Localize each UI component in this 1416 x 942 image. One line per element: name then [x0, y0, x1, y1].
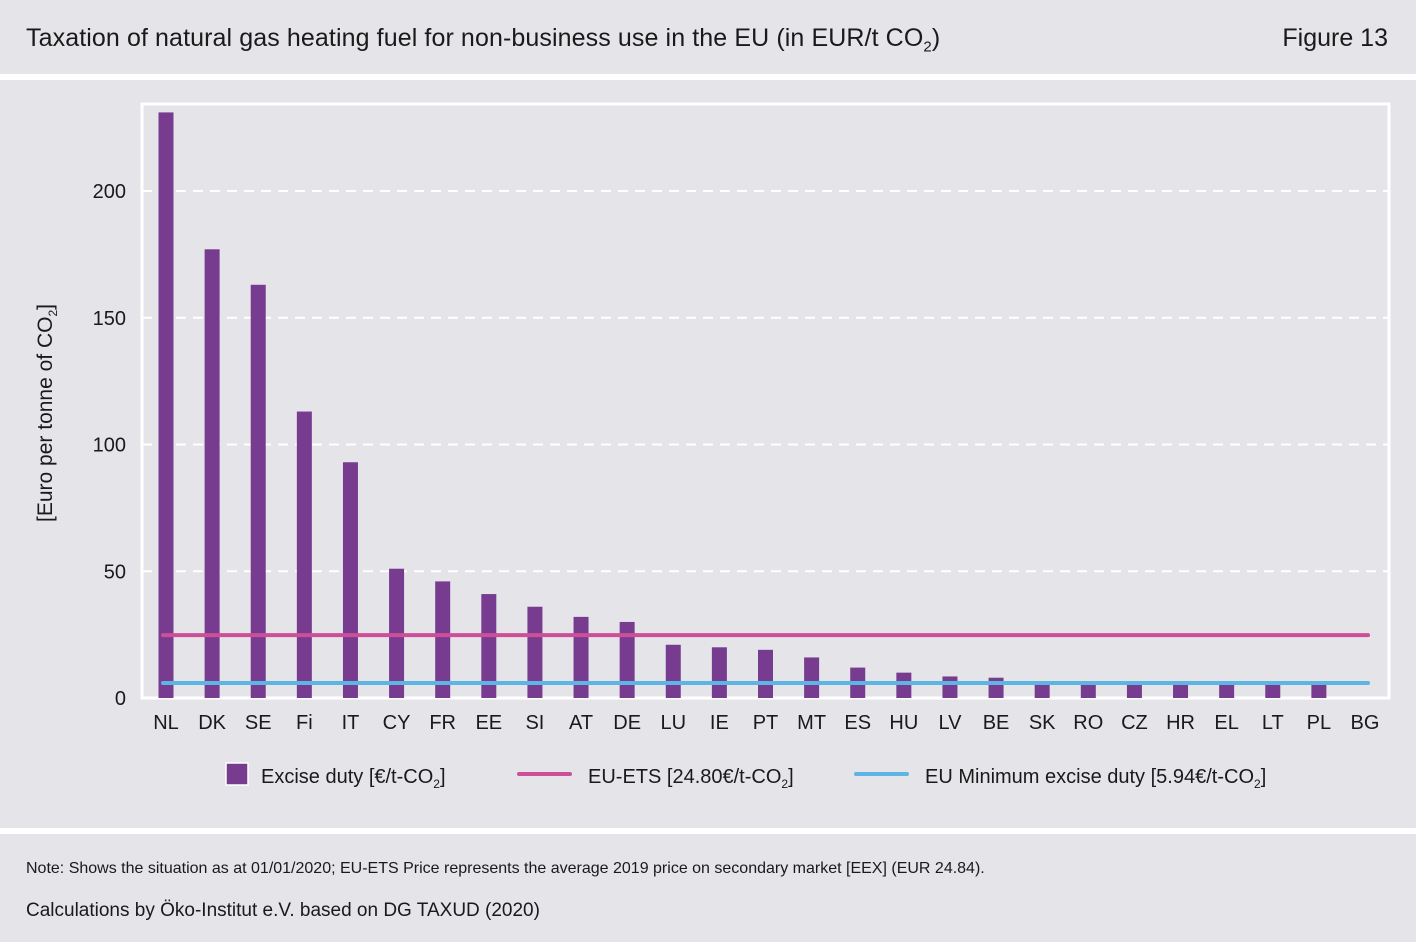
legend-minimum-suffix: ]: [1261, 766, 1267, 788]
x-tick-label: ES: [844, 712, 871, 734]
bar-ie: [711, 647, 727, 698]
footer-band: [0, 834, 1416, 942]
bar-fi: [296, 411, 312, 698]
bar-at: [573, 616, 589, 698]
legend-excise-suffix: ]: [440, 766, 446, 788]
legend-label-minimum: EU Minimum excise duty [5.94€/t-CO2]: [925, 766, 1266, 791]
y-tick-label: 150: [93, 308, 126, 330]
x-tick-label: CZ: [1121, 712, 1148, 734]
x-tick-label: BE: [983, 712, 1010, 734]
bar-se: [250, 284, 266, 698]
x-tick-label: LV: [938, 712, 962, 734]
x-tick-label: FR: [429, 712, 456, 734]
x-tick-label: NL: [153, 712, 179, 734]
bar-lu: [665, 644, 681, 698]
footer-note: Note: Shows the situation as at 01/01/20…: [26, 860, 985, 877]
bar-be: [988, 677, 1004, 698]
y-tick-label: 50: [104, 561, 126, 583]
legend-ets-suffix: ]: [788, 766, 794, 788]
legend-excise-text: Excise duty [€/t-CO: [261, 766, 433, 788]
y-axis-label-subscript: 2: [46, 310, 60, 317]
bar-pl: [1311, 682, 1327, 698]
title-suffix: ): [931, 24, 941, 52]
bar-fr: [435, 581, 451, 698]
plot-frame: [140, 102, 1391, 700]
y-axis-label-text: [Euro per tonne of CO: [34, 317, 57, 522]
y-tick-label: 200: [93, 181, 126, 203]
x-tick-label: PL: [1307, 712, 1331, 734]
bar-de: [619, 621, 635, 698]
x-tick-label: Fi: [296, 712, 313, 734]
x-tick-label: AT: [569, 712, 593, 734]
x-tick-label: MT: [797, 712, 826, 734]
legend-minimum-subscript: 2: [1254, 777, 1261, 791]
legend-swatch-excise: [225, 762, 249, 786]
y-axis-label: [Euro per tonne of CO2]: [34, 304, 60, 522]
y-tick-label: 100: [93, 435, 126, 457]
bar-ro: [1080, 682, 1096, 698]
x-tick-label: LU: [660, 712, 686, 734]
y-axis-label-suffix: ]: [34, 304, 57, 310]
bar-lv: [942, 676, 958, 698]
bar-nl: [158, 112, 174, 699]
legend-ets-text: EU-ETS [24.80€/t-CO: [588, 766, 781, 788]
x-tick-label: SK: [1029, 712, 1056, 734]
x-tick-label: EE: [475, 712, 502, 734]
bar-lt: [1265, 682, 1281, 698]
legend-minimum-text: EU Minimum excise duty [5.94€/t-CO: [925, 766, 1254, 788]
bar-it: [342, 462, 358, 698]
bar-ee: [481, 594, 497, 698]
bar-cz: [1126, 682, 1142, 698]
y-tick-label: 0: [115, 688, 126, 710]
chart-band: [0, 80, 1416, 828]
x-tick-label: RO: [1073, 712, 1103, 734]
x-tick-label: IT: [342, 712, 360, 734]
x-tick-label: DE: [613, 712, 641, 734]
x-tick-label: IE: [710, 712, 729, 734]
bar-el: [1219, 682, 1235, 698]
bar-sk: [1034, 681, 1050, 698]
legend-label-excise: Excise duty [€/t-CO2]: [261, 766, 446, 791]
bar-hr: [1173, 682, 1189, 698]
title-subscript: 2: [923, 38, 932, 56]
x-tick-label: LT: [1262, 712, 1284, 734]
x-tick-label: PT: [753, 712, 779, 734]
title-text: Taxation of natural gas heating fuel for…: [26, 24, 924, 52]
legend-ets-subscript: 2: [781, 777, 788, 791]
x-tick-label: SE: [245, 712, 272, 734]
legend-label-ets: EU-ETS [24.80€/t-CO2]: [588, 766, 794, 791]
x-tick-label: SI: [525, 712, 544, 734]
bar-hu: [896, 672, 912, 698]
x-tick-label: HU: [889, 712, 918, 734]
legend-excise-subscript: 2: [433, 777, 440, 791]
bar-mt: [804, 657, 820, 698]
x-tick-label: CY: [383, 712, 411, 734]
bar-si: [527, 606, 543, 698]
x-tick-label: DK: [198, 712, 226, 734]
footer-source: Calculations by Öko-Institut e.V. based …: [26, 900, 540, 921]
x-tick-label: BG: [1351, 712, 1380, 734]
chart-title: Taxation of natural gas heating fuel for…: [26, 24, 941, 56]
bar-dk: [204, 249, 220, 698]
figure-label: Figure 13: [1282, 24, 1388, 52]
x-tick-label: HR: [1166, 712, 1195, 734]
x-tick-label: EL: [1214, 712, 1238, 734]
header-band: [0, 0, 1416, 74]
bar-pt: [758, 649, 773, 698]
